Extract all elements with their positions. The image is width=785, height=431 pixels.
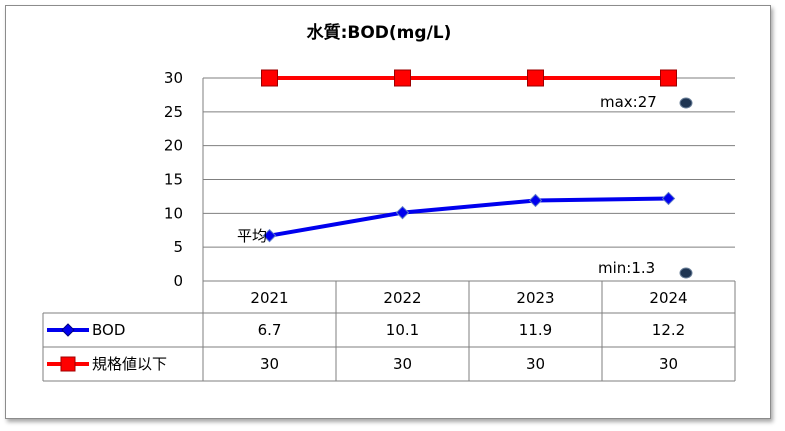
x-category-label: 2021 xyxy=(250,289,288,307)
table-cell: 10.1 xyxy=(386,321,419,339)
x-category-label: 2024 xyxy=(649,289,687,307)
min-marker xyxy=(679,267,693,279)
y-tick-label: 5 xyxy=(173,238,183,256)
series-line xyxy=(269,196,669,238)
data-point xyxy=(262,228,277,243)
legend-marker xyxy=(61,323,75,337)
legend-label: 規格値以下 xyxy=(92,355,167,373)
y-tick-label: 25 xyxy=(164,103,183,121)
max-marker xyxy=(679,97,693,109)
table-cell: 30 xyxy=(659,355,678,373)
data-point xyxy=(394,69,411,87)
y-tick-label: 10 xyxy=(164,204,183,222)
max-annotation: max:27 xyxy=(600,93,657,111)
legend-marker xyxy=(60,356,76,372)
y-tick-label: 20 xyxy=(164,137,183,155)
min-annotation: min:1.3 xyxy=(598,259,655,277)
average-annotation: 平均 xyxy=(237,227,267,245)
y-tick-label: 15 xyxy=(164,171,183,189)
table-cell: 30 xyxy=(393,355,412,373)
y-tick-label: 30 xyxy=(164,69,183,87)
y-tick-label: 0 xyxy=(173,272,183,290)
legend-label: BOD xyxy=(92,321,125,339)
table-cell: 30 xyxy=(526,355,545,373)
table-cell: 30 xyxy=(260,355,279,373)
x-category-label: 2023 xyxy=(516,289,554,307)
chart: 水質:BOD(mg/L) 0 5 10 15 20 25 30 2021 2022 2023 20… xyxy=(42,22,736,382)
x-category-label: 2022 xyxy=(383,289,421,307)
chart-frame: 水質:BOD(mg/L) 0 5 10 15 20 25 30 2021 2022 2023 20… xyxy=(5,5,771,419)
table-cell: 11.9 xyxy=(519,321,552,339)
data-point xyxy=(661,191,676,206)
data-point xyxy=(528,193,543,208)
chart-title: 水質:BOD(mg/L) xyxy=(307,22,452,43)
data-point xyxy=(660,69,677,87)
table-cell: 6.7 xyxy=(258,321,282,339)
table-cell: 12.2 xyxy=(652,321,685,339)
data-point xyxy=(395,205,410,220)
data-point xyxy=(261,69,278,87)
data-point xyxy=(527,69,544,87)
